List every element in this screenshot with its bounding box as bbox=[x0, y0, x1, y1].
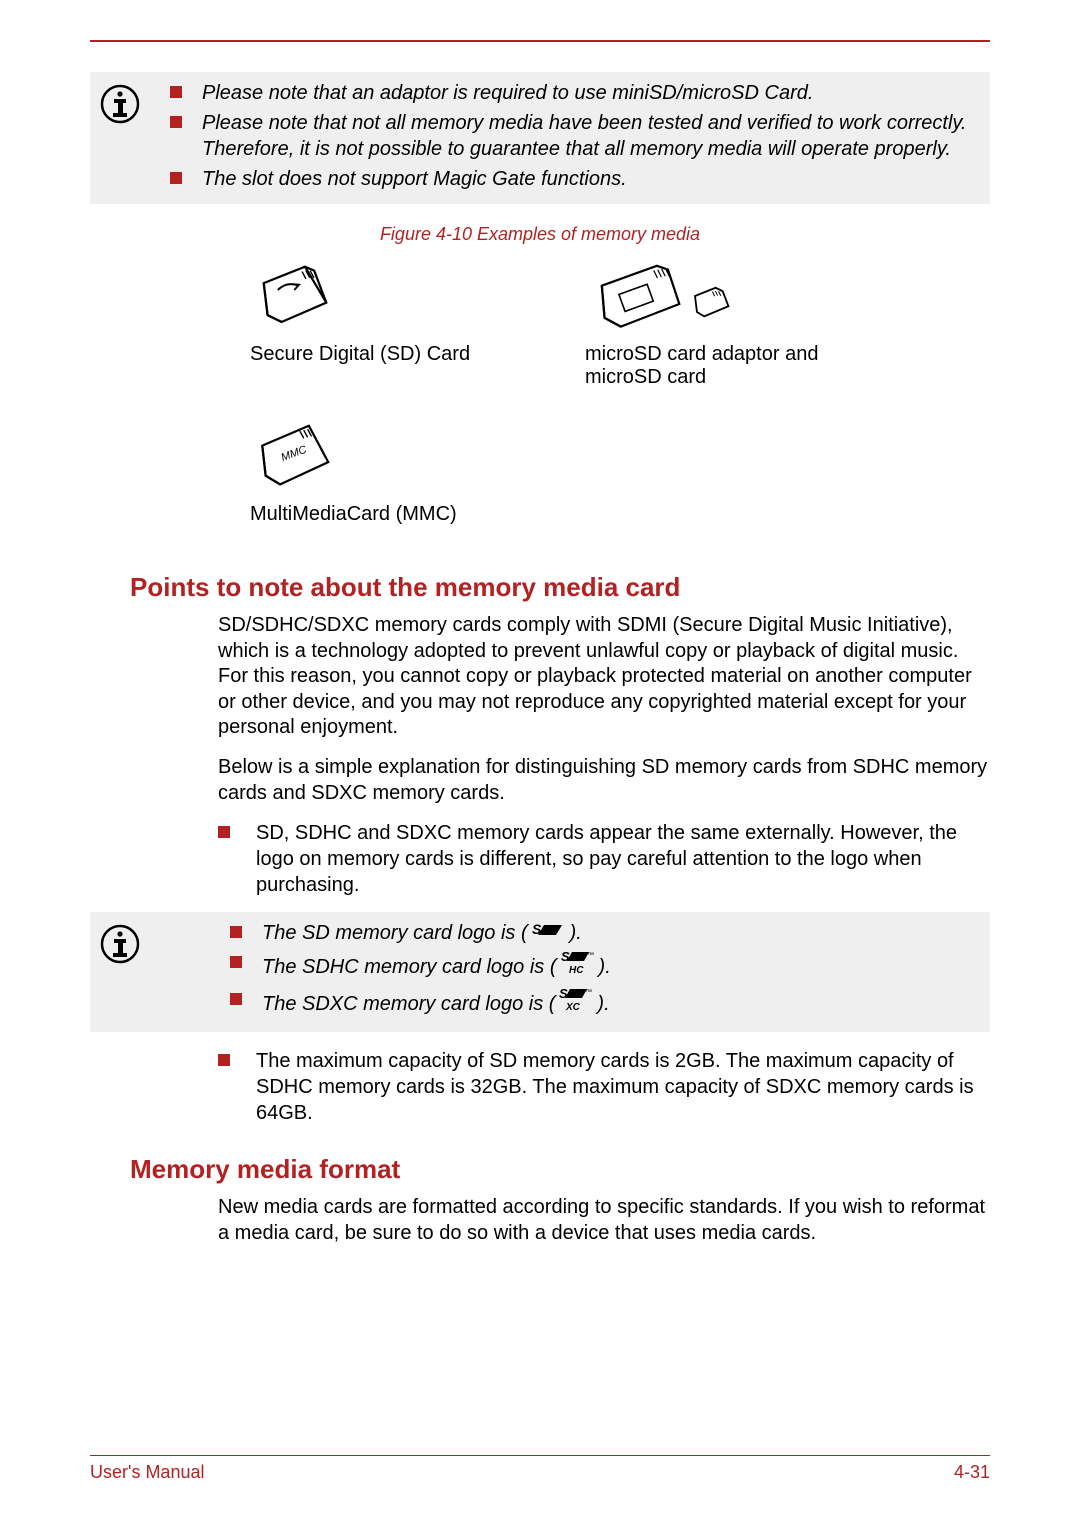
logo-note-list: The SD memory card logo is ( S ). The SD… bbox=[230, 920, 980, 1024]
media-label: microSD card adaptor and microSD card bbox=[585, 343, 880, 389]
note-text: Please note that an adaptor is required … bbox=[202, 80, 813, 106]
mmc-card-icon: MMC bbox=[250, 417, 545, 497]
note-text: Please note that not all memory media ha… bbox=[202, 110, 980, 162]
square-bullet-icon bbox=[170, 116, 184, 162]
media-label: Secure Digital (SD) Card bbox=[250, 343, 545, 366]
page-footer: User's Manual 4-31 bbox=[90, 1455, 990, 1483]
square-bullet-icon bbox=[218, 826, 232, 898]
list-text: The maximum capacity of SD memory cards … bbox=[256, 1048, 990, 1126]
info-icon bbox=[90, 80, 150, 196]
square-bullet-icon bbox=[230, 993, 244, 1020]
media-cell-sd: Secure Digital (SD) Card bbox=[250, 257, 545, 407]
sd-logo-icon: S bbox=[532, 920, 566, 946]
microsd-adaptor-icon bbox=[585, 257, 880, 337]
media-examples-grid: Secure Digital (SD) Card bbox=[90, 257, 990, 544]
svg-text:™: ™ bbox=[587, 952, 594, 959]
figure-caption: Figure 4-10 Examples of memory media bbox=[90, 224, 990, 245]
logo-line: The SDHC memory card logo is ( S HC ™ ). bbox=[262, 950, 611, 983]
logo-prefix: The SDHC memory card logo is ( bbox=[262, 954, 557, 980]
sdxc-logo-icon: S XC ™ bbox=[559, 987, 593, 1020]
media-cell-microsd: microSD card adaptor and microSD card bbox=[585, 257, 880, 407]
logo-suffix: ). bbox=[570, 920, 582, 946]
svg-text:™: ™ bbox=[585, 989, 592, 996]
page: Please note that an adaptor is required … bbox=[0, 0, 1080, 1246]
logo-prefix: The SDXC memory card logo is ( bbox=[262, 991, 555, 1017]
note-item: The SD memory card logo is ( S ). bbox=[230, 920, 980, 946]
body-paragraph: New media cards are formatted according … bbox=[218, 1195, 990, 1246]
note-list: Please note that an adaptor is required … bbox=[170, 80, 980, 196]
svg-text:S: S bbox=[561, 950, 570, 964]
body-paragraph: Below is a simple explanation for distin… bbox=[218, 755, 990, 806]
svg-text:XC: XC bbox=[565, 1002, 581, 1013]
note-block-logos: The SD memory card logo is ( S ). The SD… bbox=[90, 912, 990, 1032]
svg-text:HC: HC bbox=[569, 965, 584, 976]
top-divider bbox=[90, 40, 990, 42]
footer-left: User's Manual bbox=[90, 1462, 204, 1483]
note-item: Please note that an adaptor is required … bbox=[170, 80, 980, 106]
note-block: Please note that an adaptor is required … bbox=[90, 72, 990, 204]
body-paragraph: SD/SDHC/SDXC memory cards comply with SD… bbox=[218, 613, 990, 741]
list-text: SD, SDHC and SDXC memory cards appear th… bbox=[256, 820, 990, 898]
sd-card-icon bbox=[250, 257, 545, 337]
section-heading-format: Memory media format bbox=[130, 1154, 990, 1185]
note-item: The SDHC memory card logo is ( S HC ™ ). bbox=[230, 950, 980, 983]
svg-text:S: S bbox=[559, 987, 568, 1001]
logo-suffix: ). bbox=[599, 954, 611, 980]
body-bullet-list: The maximum capacity of SD memory cards … bbox=[218, 1048, 990, 1126]
logo-suffix: ). bbox=[597, 991, 609, 1017]
square-bullet-icon bbox=[170, 86, 184, 106]
list-item: The maximum capacity of SD memory cards … bbox=[218, 1048, 990, 1126]
note-item: Please note that not all memory media ha… bbox=[170, 110, 980, 162]
footer-right: 4-31 bbox=[954, 1462, 990, 1483]
logo-line: The SDXC memory card logo is ( S XC ™ ). bbox=[262, 987, 610, 1020]
info-icon bbox=[90, 920, 150, 1024]
section-heading-points: Points to note about the memory media ca… bbox=[130, 572, 990, 603]
square-bullet-icon bbox=[218, 1054, 232, 1126]
note-text: The slot does not support Magic Gate fun… bbox=[202, 166, 627, 192]
logo-prefix: The SD memory card logo is ( bbox=[262, 920, 528, 946]
note-item: The slot does not support Magic Gate fun… bbox=[170, 166, 980, 192]
square-bullet-icon bbox=[170, 172, 184, 192]
note-item: The SDXC memory card logo is ( S XC ™ ). bbox=[230, 987, 980, 1020]
logo-line: The SD memory card logo is ( S ). bbox=[262, 920, 582, 946]
body-bullet-list: SD, SDHC and SDXC memory cards appear th… bbox=[218, 820, 990, 898]
sdhc-logo-icon: S HC ™ bbox=[561, 950, 595, 983]
square-bullet-icon bbox=[230, 956, 244, 983]
media-cell-mmc: MMC MultiMediaCard (MMC) bbox=[250, 417, 545, 544]
list-item: SD, SDHC and SDXC memory cards appear th… bbox=[218, 820, 990, 898]
media-label: MultiMediaCard (MMC) bbox=[250, 503, 545, 526]
square-bullet-icon bbox=[230, 926, 244, 946]
